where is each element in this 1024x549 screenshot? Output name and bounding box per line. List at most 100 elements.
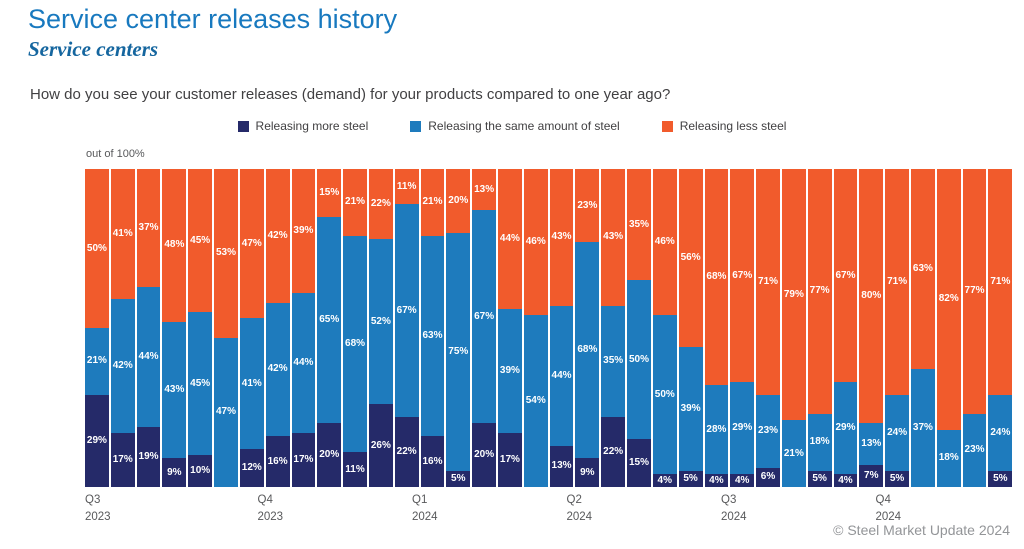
segment-same: 65% (317, 216, 342, 424)
page-subtitle: Service centers (28, 37, 159, 61)
segment-less: 23% (575, 169, 600, 243)
bar: 22% 52% 26% (368, 169, 393, 487)
segment-more: 4% (652, 474, 677, 487)
segment-value-label: 43% (551, 231, 572, 243)
bar: 35% 50% 15% (627, 169, 651, 487)
segment-value-label: 4% (838, 474, 853, 486)
segment-same: 42% (110, 299, 135, 433)
segment-less: 77% (807, 169, 832, 414)
segment-value-label: 65% (319, 314, 340, 326)
segment-same: 54% (523, 315, 548, 487)
legend-item-less: Releasing less steel (661, 119, 786, 133)
segment-value-label: 44% (138, 350, 159, 362)
segment-value-label: 45% (190, 377, 211, 389)
segment-value-label: 22% (603, 446, 624, 458)
segment-value-label: 29% (835, 422, 856, 434)
segment-value-label: 5% (451, 473, 466, 485)
bar: 15% 65% 20% (317, 169, 342, 487)
segment-value-label: 24% (887, 426, 908, 438)
x-axis-group-q3-2024: Q3 2024 (703, 492, 858, 527)
segment-same: 44% (549, 305, 574, 446)
segment-less: 79% (781, 169, 806, 421)
x-axis-group-q2-2024: Q2 2024 (549, 492, 704, 527)
bar: 71% 23% 6% (756, 169, 780, 487)
bar: 71% 24% 5% (885, 169, 909, 487)
segment-less: 20% (446, 169, 471, 233)
survey-question: How do you see your customer releases (d… (30, 86, 671, 103)
segment-value-label: 22% (370, 197, 391, 209)
segment-value-label: 15% (319, 186, 340, 198)
segment-less: 82% (936, 169, 961, 430)
segment-value-label: 63% (912, 263, 933, 275)
segment-less: 45% (188, 169, 213, 313)
segment-more: 17% (110, 432, 135, 487)
segment-value-label: 54% (525, 395, 546, 407)
bar: 43% 44% 13% (549, 169, 574, 487)
segment-value-label: 17% (112, 453, 133, 465)
segment-value-label: 43% (164, 384, 185, 396)
segment-less: 13% (472, 169, 496, 211)
segment-less: 53% (214, 169, 238, 338)
segment-value-label: 42% (267, 363, 288, 375)
segment-value-label: 20% (448, 194, 469, 206)
segment-more: 26% (368, 404, 393, 487)
segment-same: 29% (730, 382, 755, 475)
segment-less: 48% (162, 169, 187, 322)
segment-value-label: 29% (86, 434, 107, 446)
segment-value-label: 77% (809, 285, 830, 297)
segment-less: 15% (317, 169, 342, 217)
segment-less: 77% (962, 169, 987, 414)
segment-more: 9% (575, 458, 600, 487)
chart-legend: Releasing more steel Releasing the same a… (0, 119, 1024, 133)
segment-value-label: 11% (345, 463, 365, 475)
segment-value-label: 37% (138, 221, 159, 233)
segment-more: 29% (85, 394, 109, 487)
segment-value-label: 6% (760, 471, 776, 483)
segment-value-label: 52% (370, 315, 391, 327)
segment-less: 46% (523, 169, 548, 316)
segment-value-label: 26% (370, 439, 391, 451)
segment-less: 41% (110, 169, 135, 300)
stacked-bar-chart: 50% 21% 29% 41% 42% 17% 37% 44% 19% 48% 43% 9% 45% 45… (85, 169, 1013, 487)
segment-same: 47% (214, 337, 238, 487)
segment-same: 67% (472, 210, 496, 424)
bar: 77% 23% (962, 169, 987, 487)
segment-more: 16% (420, 436, 445, 487)
segment-more: 5% (446, 471, 471, 487)
segment-less: 44% (498, 169, 522, 309)
segment-value-label: 16% (422, 455, 443, 467)
x-axis-label: Q3 2024 (721, 494, 747, 524)
segment-more: 6% (756, 467, 780, 487)
bar: 50% 21% 29% (85, 169, 109, 487)
segment-value-label: 4% (709, 474, 724, 486)
segment-more: 5% (678, 471, 703, 487)
segment-same: 68% (575, 242, 600, 459)
segment-value-label: 82% (938, 293, 959, 305)
segment-less: 43% (549, 169, 574, 306)
segment-less: 71% (756, 169, 780, 395)
copyright: © Steel Market Update 2024 (833, 522, 1010, 538)
segment-less: 67% (833, 169, 858, 383)
segment-value-label: 50% (86, 242, 107, 254)
segment-value-label: 17% (293, 453, 314, 465)
segment-value-label: 56% (680, 252, 701, 264)
segment-more: 9% (162, 458, 187, 487)
x-axis-label: Q1 2024 (412, 494, 438, 524)
segment-value-label: 44% (551, 369, 572, 381)
segment-more: 11% (343, 452, 367, 487)
bar: 41% 42% 17% (110, 169, 135, 487)
bar: 46% 54% (523, 169, 548, 487)
segment-more: 20% (317, 423, 342, 487)
segment-value-label: 22% (396, 446, 417, 458)
segment-value-label: 21% (345, 196, 366, 208)
segment-same: 39% (498, 308, 522, 433)
segment-value-label: 46% (654, 236, 675, 248)
segment-value-label: 18% (938, 452, 959, 464)
bar: 67% 29% 4% (833, 169, 858, 487)
segment-same: 24% (885, 394, 909, 472)
segment-value-label: 13% (861, 438, 882, 450)
segment-value-label: 5% (993, 473, 1008, 485)
segment-value-label: 67% (732, 269, 753, 281)
segment-value-label: 7% (864, 469, 879, 481)
segment-value-label: 9% (580, 466, 595, 478)
